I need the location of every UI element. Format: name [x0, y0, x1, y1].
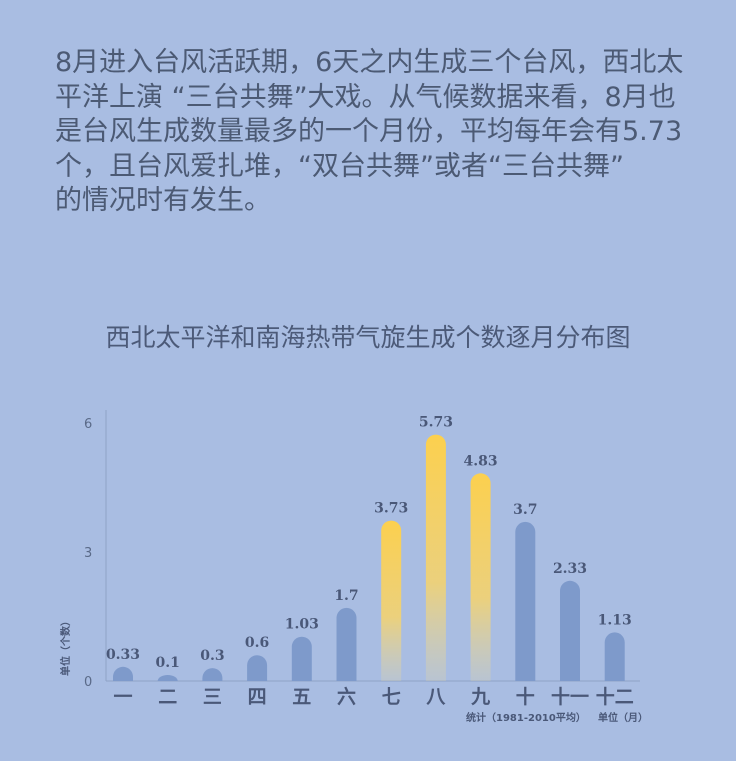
x-tick-label: 七 [382, 686, 401, 708]
y-tick-label: 0 [84, 675, 92, 690]
x-tick-label: 二 [158, 686, 177, 708]
value-label: 5.73 [419, 415, 453, 431]
footnote: 统计（1981-2010平均） [466, 711, 586, 724]
value-label: 1.13 [598, 612, 632, 628]
x-tick-label: 十二 [596, 685, 634, 708]
x-tick-label: 十 [516, 685, 535, 708]
value-label: 3.7 [513, 502, 537, 518]
intro-line: 8月进入台风活跃期，6天之内生成三个台风，西北太 [55, 47, 684, 78]
value-label: 0.3 [200, 648, 224, 664]
bar-一 [113, 666, 133, 681]
bar-十 [515, 521, 536, 681]
intro-line: 是台风生成数量最多的一个月份，平均每年会有5.73 [55, 116, 683, 147]
bar-六 [336, 607, 357, 681]
value-label: 1.03 [285, 617, 319, 633]
intro-line: 平洋上演 “三台共舞”大戏。从气候数据来看，8月也 [55, 81, 676, 113]
bar-十二 [604, 632, 625, 681]
value-label: 4.83 [464, 453, 498, 469]
bar-八 [425, 434, 446, 681]
intro-line: 的情况时有发生。 [55, 185, 271, 216]
y-tick-label: 3 [84, 546, 92, 561]
x-tick-label: 六 [337, 685, 356, 708]
value-label: 0.1 [156, 655, 180, 671]
chart-title: 西北太平洋和南海热带气旋生成个数逐月分布图 [105, 323, 631, 352]
bar-三 [202, 668, 223, 681]
x-tick-label: 一 [113, 686, 132, 708]
bar-五 [291, 636, 312, 681]
x-tick-label: 五 [292, 686, 311, 708]
bar-九 [470, 473, 491, 681]
x-tick-label: 九 [470, 686, 490, 708]
value-label: 3.73 [374, 501, 408, 517]
x-tick-label: 十一 [551, 685, 589, 708]
x-tick-label: 三 [203, 686, 222, 708]
value-label: 0.33 [106, 647, 140, 663]
bar-十一 [560, 580, 580, 681]
value-label: 2.33 [553, 561, 587, 577]
x-tick-label: 四 [248, 686, 267, 708]
x-tick-label: 八 [426, 686, 446, 708]
value-label: 0.6 [245, 635, 269, 651]
bar-四 [247, 655, 268, 681]
y-axis-label: 单位（个数） [59, 616, 72, 676]
bar-七 [381, 520, 402, 681]
bar-二 [157, 675, 178, 681]
intro-paragraph: 8月进入台风活跃期，6天之内生成三个台风，西北太 平洋上演 “三台共舞”大戏。从… [55, 46, 695, 219]
intro-line: 个，且台风爱扎堆，“双台共舞”或者“三台共舞” [55, 150, 624, 182]
x-axis-unit: 单位（月） [598, 711, 648, 724]
value-label: 1.7 [334, 588, 358, 604]
y-tick-label: 6 [84, 417, 92, 432]
